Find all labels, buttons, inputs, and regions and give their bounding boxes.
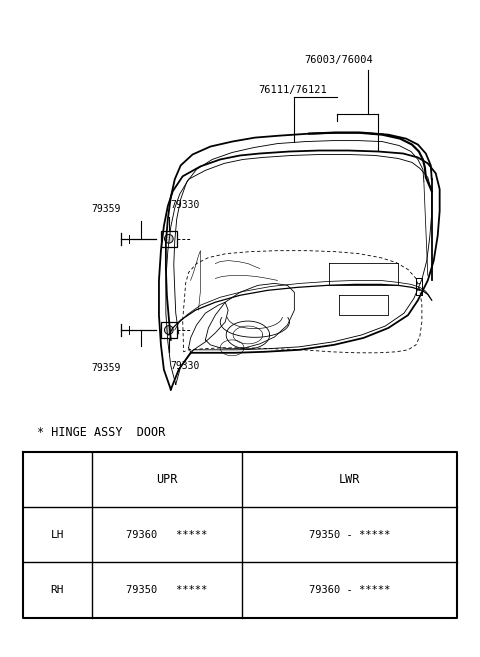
- Text: RH: RH: [50, 585, 64, 595]
- Bar: [161, 231, 177, 246]
- Text: 79360   *****: 79360 *****: [126, 530, 207, 540]
- Text: 79350   *****: 79350 *****: [126, 585, 207, 595]
- Text: 76111/76121: 76111/76121: [258, 85, 326, 95]
- Text: 76003/76004: 76003/76004: [304, 55, 373, 65]
- Text: 79359: 79359: [92, 363, 121, 373]
- Text: 79330: 79330: [171, 361, 200, 371]
- Text: 79359: 79359: [92, 204, 121, 214]
- Text: UPR: UPR: [156, 473, 178, 486]
- Text: * HINGE ASSY  DOOR: * HINGE ASSY DOOR: [37, 426, 166, 439]
- Text: LH: LH: [50, 530, 64, 540]
- Text: 79360 - *****: 79360 - *****: [309, 585, 390, 595]
- Text: 79330: 79330: [171, 200, 200, 210]
- Text: 79350 - *****: 79350 - *****: [309, 530, 390, 540]
- Bar: [161, 322, 177, 338]
- Circle shape: [165, 326, 173, 334]
- Text: LWR: LWR: [339, 473, 360, 486]
- Circle shape: [165, 235, 173, 243]
